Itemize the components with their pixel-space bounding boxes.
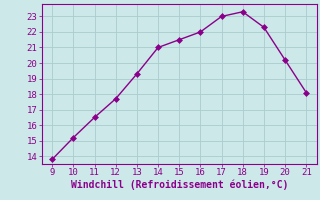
X-axis label: Windchill (Refroidissement éolien,°C): Windchill (Refroidissement éolien,°C) — [70, 180, 288, 190]
